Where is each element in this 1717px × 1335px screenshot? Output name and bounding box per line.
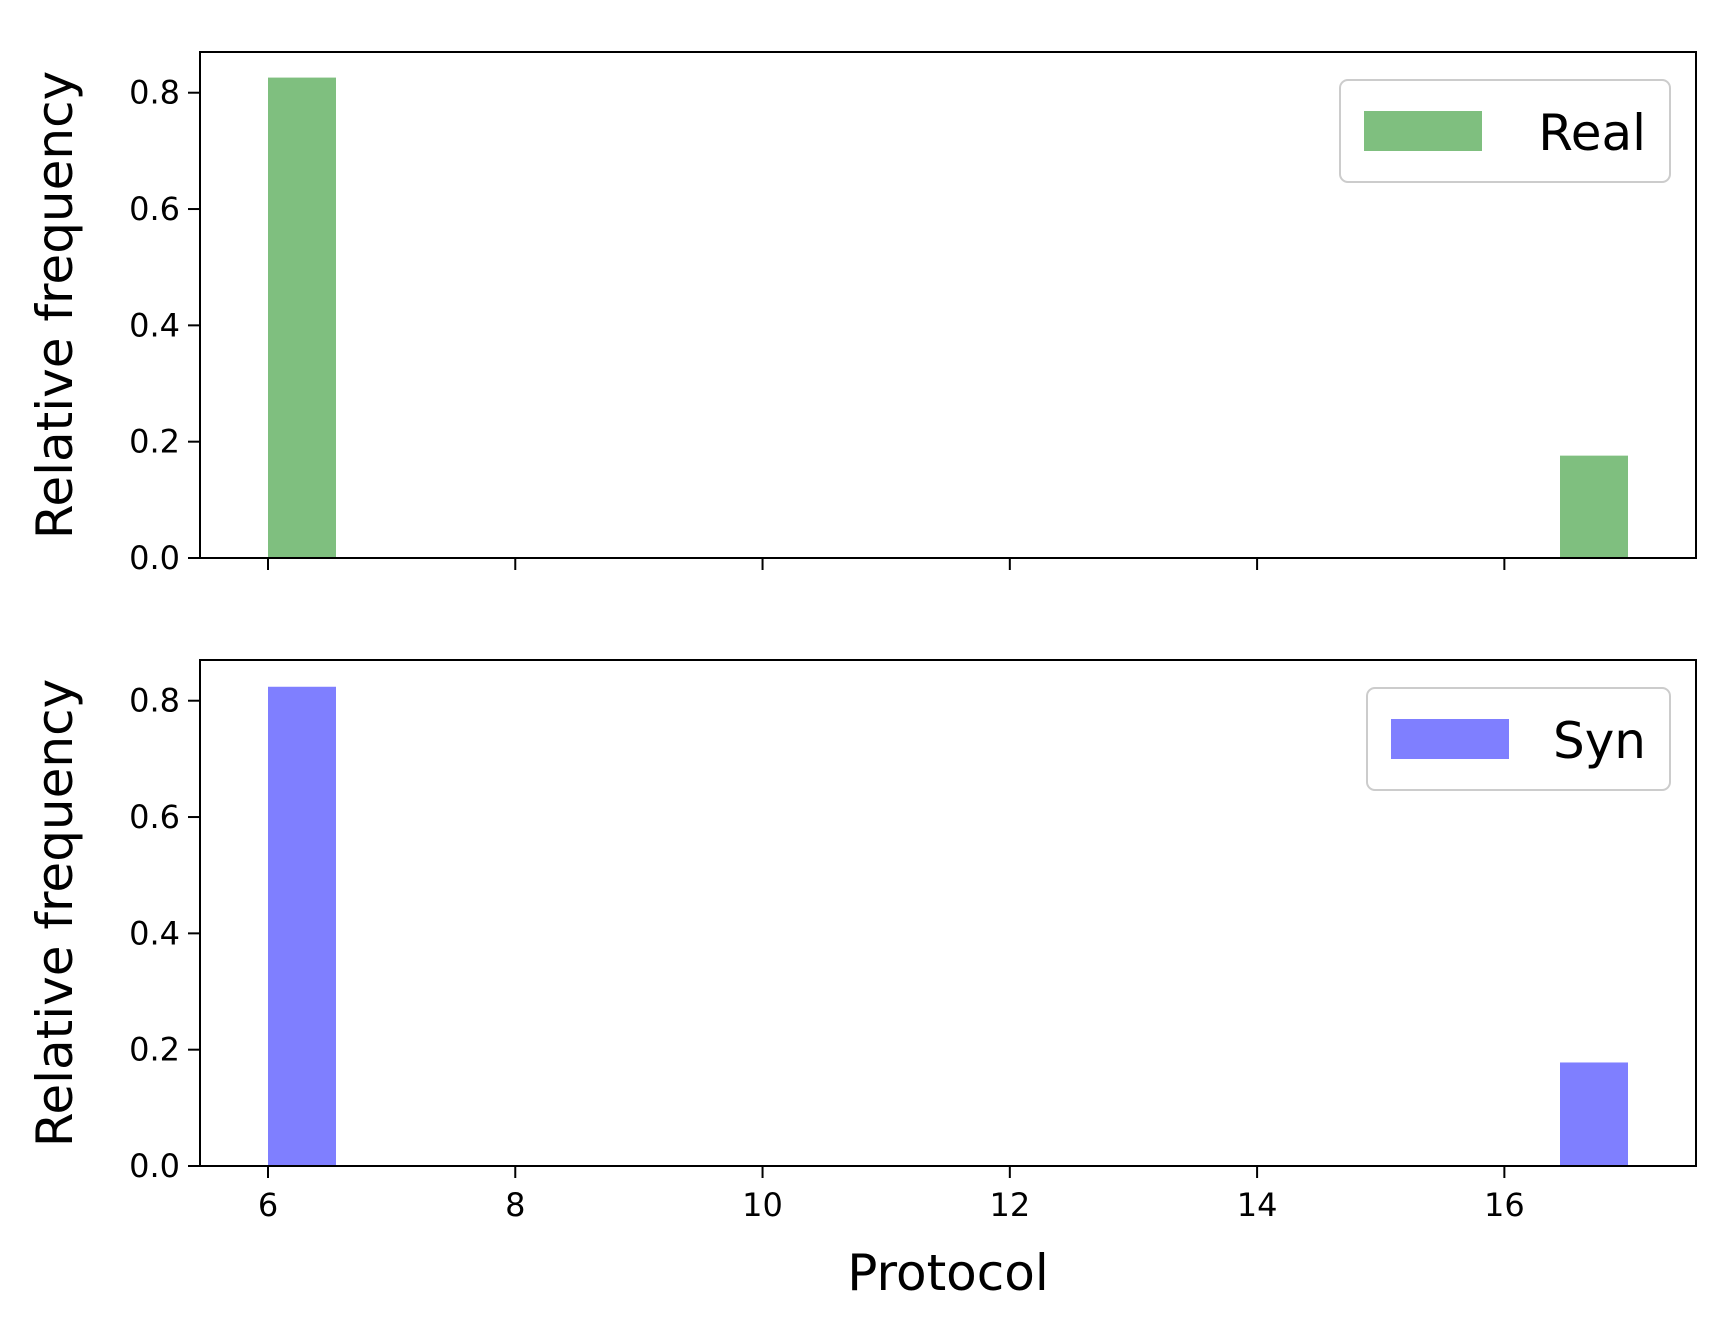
xtick-label: 8 bbox=[505, 1186, 525, 1224]
xtick-label: 14 bbox=[1237, 1186, 1278, 1224]
legend-label-syn: Syn bbox=[1553, 712, 1646, 770]
axes-frame bbox=[199, 51, 1697, 559]
ytick-label: 0.2 bbox=[129, 423, 180, 461]
y-axis-label: Relative frequency bbox=[26, 679, 84, 1147]
ytick-label: 0.8 bbox=[129, 682, 180, 720]
bar-syn-0 bbox=[268, 686, 336, 1166]
ytick-label: 0.2 bbox=[129, 1031, 180, 1069]
ytick-label: 0.6 bbox=[129, 190, 180, 228]
legend-swatch-real bbox=[1364, 111, 1482, 151]
subplot-1: 0.0 0.2 0.4 0.6 0.8 Relative frequency Real bbox=[26, 51, 1697, 577]
axes-frame bbox=[199, 659, 1697, 1167]
legend-label-real: Real bbox=[1538, 104, 1646, 162]
x-axis-label: Protocol bbox=[847, 1244, 1049, 1302]
subplot-2: 0.0 0.2 0.4 0.6 0.8 6 8 10 12 14 16 Relative freque… bbox=[26, 659, 1697, 1302]
bar-syn-1 bbox=[1560, 1062, 1628, 1166]
ytick-label: 0.0 bbox=[129, 1147, 180, 1185]
xtick-label: 10 bbox=[742, 1186, 783, 1224]
bar-real-0 bbox=[268, 77, 336, 558]
ytick-label: 0.0 bbox=[129, 539, 180, 577]
xtick-label: 16 bbox=[1484, 1186, 1525, 1224]
legend: Real bbox=[1339, 79, 1671, 183]
ytick-label: 0.6 bbox=[129, 798, 180, 836]
ytick-label: 0.4 bbox=[129, 306, 180, 344]
legend: Syn bbox=[1366, 687, 1671, 791]
xtick-label: 6 bbox=[258, 1186, 278, 1224]
legend-box bbox=[1339, 79, 1671, 183]
legend-swatch-syn bbox=[1391, 719, 1509, 759]
ytick-label: 0.4 bbox=[129, 914, 180, 952]
y-axis-label: Relative frequency bbox=[26, 71, 84, 539]
ytick-label: 0.8 bbox=[129, 74, 180, 112]
bar-real-1 bbox=[1560, 455, 1628, 558]
legend-box bbox=[1366, 687, 1671, 791]
xtick-label: 12 bbox=[989, 1186, 1030, 1224]
